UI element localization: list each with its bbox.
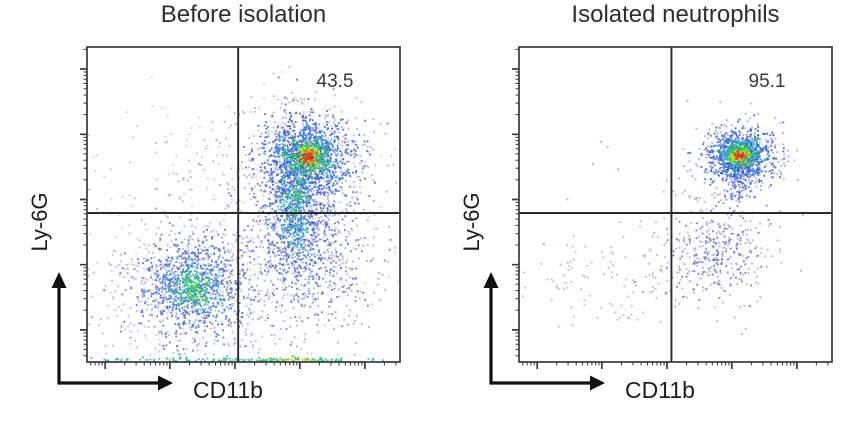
flow-scatter-svg-isolated bbox=[483, 46, 833, 391]
density-layer bbox=[230, 78, 389, 214]
flow-panel-before-isolation: Before isolation 43.5 CD11b Ly-6G bbox=[27, 1, 401, 403]
x-axis-major-ticks bbox=[536, 362, 798, 369]
density-layer bbox=[95, 121, 251, 214]
flow-scatter-svg-before bbox=[51, 46, 401, 391]
axis-arrows bbox=[483, 272, 605, 391]
quadrant-percentage-label: 43.5 bbox=[316, 71, 354, 92]
density-layer bbox=[213, 355, 339, 363]
density-layer bbox=[566, 141, 620, 201]
y-axis-minor-ticks bbox=[83, 48, 87, 357]
y-axis-label: Ly-6G bbox=[459, 192, 484, 252]
y-axis-minor-ticks bbox=[515, 48, 519, 357]
quadrant-gate-lines bbox=[519, 47, 832, 362]
panel-title: Isolated neutrophils bbox=[571, 1, 780, 28]
axis-arrows bbox=[51, 272, 173, 391]
y-axis-arrowhead-icon bbox=[51, 272, 67, 288]
density-layer bbox=[103, 212, 304, 356]
quadrant-gate-lines bbox=[87, 47, 400, 362]
flow-panel-isolated-neutrophils: Isolated neutrophils 95.1 CD11b Ly-6G bbox=[432, 0, 864, 421]
y-axis-major-ticks bbox=[512, 68, 519, 331]
quadrant-percentage-label: 95.1 bbox=[748, 71, 786, 92]
plot-border bbox=[518, 46, 833, 363]
x-axis-minor-ticks bbox=[522, 362, 829, 366]
density-points bbox=[87, 66, 399, 363]
x-axis-minor-ticks bbox=[90, 362, 397, 366]
x-axis-arrowhead-icon bbox=[158, 375, 173, 391]
density-layer bbox=[302, 149, 319, 166]
density-layer bbox=[733, 150, 746, 165]
density-layer bbox=[88, 71, 399, 362]
plot-border bbox=[86, 46, 401, 363]
density-layer bbox=[522, 235, 695, 328]
y-axis-major-ticks bbox=[80, 68, 87, 331]
x-axis-label: CD11b bbox=[193, 377, 263, 403]
density-layer bbox=[266, 144, 329, 281]
x-axis-major-ticks bbox=[104, 362, 366, 369]
panel-title: Before isolation bbox=[160, 1, 327, 28]
x-axis-label: CD11b bbox=[625, 377, 695, 403]
density-layer bbox=[261, 357, 313, 362]
y-axis-label: Ly-6G bbox=[27, 192, 52, 252]
y-axis-arrowhead-icon bbox=[483, 272, 499, 288]
density-layer bbox=[90, 355, 374, 362]
x-axis-arrowhead-icon bbox=[590, 375, 605, 391]
density-points bbox=[522, 100, 804, 335]
